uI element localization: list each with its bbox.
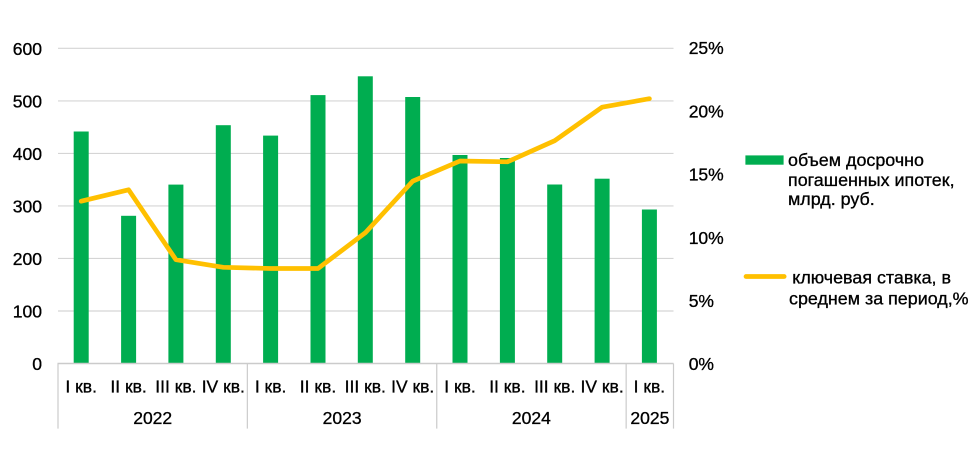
svg-text:II кв.: II кв.: [110, 377, 146, 397]
svg-text:15%: 15%: [689, 165, 724, 185]
svg-text:ключевая ставка, в: ключевая ставка, в: [792, 267, 951, 287]
svg-text:IV кв.: IV кв.: [391, 377, 434, 397]
svg-text:объем досрочно: объем досрочно: [788, 150, 924, 170]
svg-text:500: 500: [13, 92, 42, 112]
svg-text:25%: 25%: [689, 38, 724, 58]
svg-text:2023: 2023: [323, 408, 362, 428]
svg-text:I кв.: I кв.: [65, 377, 97, 397]
svg-text:2022: 2022: [133, 408, 172, 428]
svg-text:0%: 0%: [689, 354, 714, 374]
svg-text:300: 300: [13, 197, 42, 217]
svg-text:II кв.: II кв.: [489, 377, 525, 397]
svg-text:10%: 10%: [689, 228, 724, 248]
svg-text:100: 100: [13, 302, 42, 322]
svg-text:2024: 2024: [512, 408, 551, 428]
svg-text:200: 200: [13, 249, 42, 269]
svg-text:20%: 20%: [689, 101, 724, 121]
svg-text:I кв.: I кв.: [444, 377, 476, 397]
svg-text:400: 400: [13, 144, 42, 164]
svg-text:I кв.: I кв.: [634, 377, 666, 397]
svg-text:I кв.: I кв.: [255, 377, 287, 397]
svg-text:600: 600: [13, 39, 42, 59]
svg-text:погашенных ипотек,: погашенных ипотек,: [788, 170, 955, 190]
svg-text:5%: 5%: [689, 291, 714, 311]
svg-text:II кв.: II кв.: [300, 377, 336, 397]
svg-text:III кв.: III кв.: [155, 377, 196, 397]
svg-text:III кв.: III кв.: [534, 377, 575, 397]
svg-text:0: 0: [32, 354, 42, 374]
svg-text:2025: 2025: [630, 408, 669, 428]
svg-text:IV кв.: IV кв.: [202, 377, 245, 397]
svg-text:III кв.: III кв.: [345, 377, 386, 397]
svg-text:IV кв.: IV кв.: [580, 377, 623, 397]
svg-text:млрд. руб.: млрд. руб.: [788, 189, 875, 209]
svg-text:среднем за период,%: среднем за период,%: [789, 288, 969, 308]
